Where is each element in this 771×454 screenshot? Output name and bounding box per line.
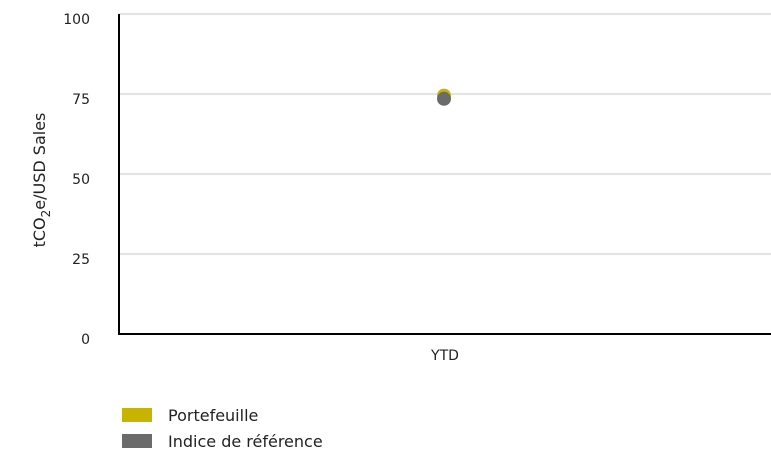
axes <box>118 14 771 335</box>
y-tick-label-0: 0 <box>81 332 90 348</box>
y-tick-label-25: 25 <box>72 252 90 268</box>
y-tick-label-100: 100 <box>63 12 90 28</box>
legend-item-portefeuille: Portefeuille <box>122 402 323 428</box>
x-tick-label-ytd: YTD <box>430 348 459 364</box>
y-tick-label-75: 75 <box>72 92 90 108</box>
data-points <box>437 88 451 106</box>
point-indice-ytd <box>437 91 451 106</box>
legend-swatch-indice <box>122 434 152 448</box>
y-tick-labels: 0 25 50 75 100 <box>63 12 90 348</box>
x-tick-labels: YTD <box>430 348 459 364</box>
legend-label-portefeuille: Portefeuille <box>168 405 259 425</box>
legend: Portefeuille Indice de référence <box>122 402 323 454</box>
y-axis-title: tCO2e/USD Sales <box>30 113 53 248</box>
legend-item-indice: Indice de référence <box>122 428 323 454</box>
legend-label-indice: Indice de référence <box>168 431 323 451</box>
legend-swatch-portefeuille <box>122 408 152 422</box>
y-tick-label-50: 50 <box>72 172 90 188</box>
gridlines <box>119 13 771 255</box>
